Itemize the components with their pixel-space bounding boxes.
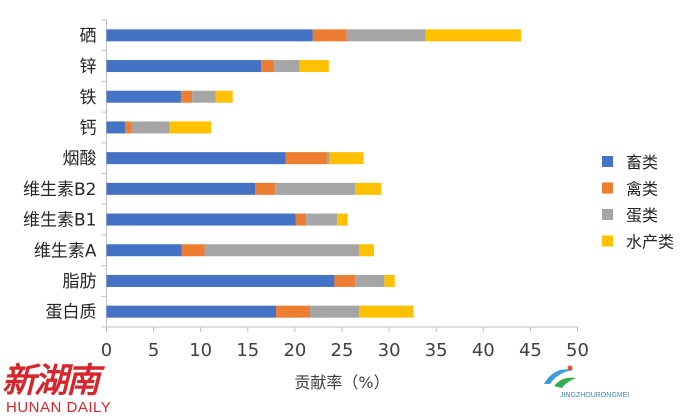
y-tick-label: 维生素A [34, 241, 97, 261]
y-tick-label: 维生素B2 [23, 180, 96, 200]
legend-swatch [602, 182, 613, 194]
bar-segment-畜类 [106, 90, 181, 103]
x-tick-label: 0 [101, 340, 112, 361]
bar-segment-水产类 [425, 29, 521, 42]
legend-swatch [602, 235, 613, 247]
y-tick-label: 硒 [80, 26, 97, 46]
watermark-brand-en: HUNAN DAILY [6, 399, 112, 416]
bar-segment-蛋类 [326, 152, 330, 165]
bar-segment-水产类 [299, 60, 329, 73]
watermark-brand-cn: 新湖南 [2, 361, 100, 401]
media-logo-icon [544, 365, 576, 388]
x-tick-label: 20 [283, 340, 306, 361]
bar-segment-水产类 [384, 274, 395, 287]
bar-segment-禽类 [125, 121, 131, 134]
bar-segment-蛋类 [275, 182, 356, 195]
legend-swatch [602, 156, 613, 167]
legend-label: 水产类 [626, 233, 674, 252]
bar-segment-畜类 [106, 60, 261, 73]
bar-segment-禽类 [285, 152, 327, 165]
legend-label: 畜类 [626, 153, 658, 172]
bar-segment-水产类 [355, 182, 382, 195]
x-axis-label: 贡献率（%） [294, 373, 389, 392]
bar-segment-禽类 [255, 182, 276, 195]
bar-segment-水产类 [169, 121, 212, 134]
bar-segment-蛋类 [274, 60, 300, 73]
y-tick-label: 蛋白质 [46, 303, 97, 323]
x-tick-label: 15 [236, 340, 259, 361]
bar-segment-禽类 [181, 244, 205, 257]
x-tick-label: 25 [331, 340, 354, 361]
bar-segment-禽类 [260, 60, 275, 73]
bar-segment-禽类 [295, 213, 307, 226]
bar-segment-禽类 [312, 29, 347, 42]
bar-segment-蛋类 [192, 90, 216, 103]
bar-segment-水产类 [329, 152, 364, 165]
bar-segment-水产类 [337, 213, 348, 226]
bar-segment-蛋类 [309, 305, 359, 318]
y-tick-label: 脂肪 [63, 272, 97, 292]
x-tick-label: 5 [148, 340, 159, 361]
x-tick-label: 30 [378, 340, 401, 361]
bar-segment-畜类 [106, 274, 335, 287]
watermark-logo-text: JINGZHOURONGMEI [560, 392, 630, 399]
legend-label: 蛋类 [626, 206, 658, 225]
legend-label: 禽类 [626, 180, 658, 199]
legend-swatch [602, 209, 613, 220]
y-tick-label: 锌 [80, 57, 97, 77]
bar-segment-蛋类 [204, 244, 359, 257]
x-tick-label: 10 [189, 340, 212, 361]
bar-segment-畜类 [106, 213, 296, 226]
bar-segment-水产类 [358, 305, 414, 318]
bar-segment-畜类 [106, 182, 256, 195]
y-tick-label: 维生素B1 [23, 211, 96, 231]
bar-segment-水产类 [358, 244, 375, 257]
bar-segment-畜类 [106, 121, 126, 134]
x-tick-label: 40 [472, 340, 495, 361]
bar-segment-畜类 [106, 29, 313, 42]
bar-segment-畜类 [106, 244, 182, 257]
y-tick-label: 钙 [80, 118, 97, 138]
bar-segment-畜类 [106, 305, 277, 318]
bar-segment-禽类 [276, 305, 310, 318]
x-tick-label: 35 [425, 340, 448, 361]
bar-segment-水产类 [215, 90, 233, 103]
bar-segment-禽类 [334, 274, 356, 287]
bar-segment-蛋类 [306, 213, 338, 226]
x-tick-label: 45 [519, 340, 542, 361]
bar-segment-禽类 [180, 90, 193, 103]
bar-segment-蛋类 [346, 29, 426, 42]
bar-segment-畜类 [106, 152, 286, 165]
x-tick-label: 50 [566, 340, 589, 361]
y-tick-label: 铁 [80, 88, 97, 108]
bar-segment-蛋类 [130, 121, 170, 134]
bar-segment-蛋类 [355, 274, 385, 287]
y-tick-label: 烟酸 [63, 149, 97, 169]
